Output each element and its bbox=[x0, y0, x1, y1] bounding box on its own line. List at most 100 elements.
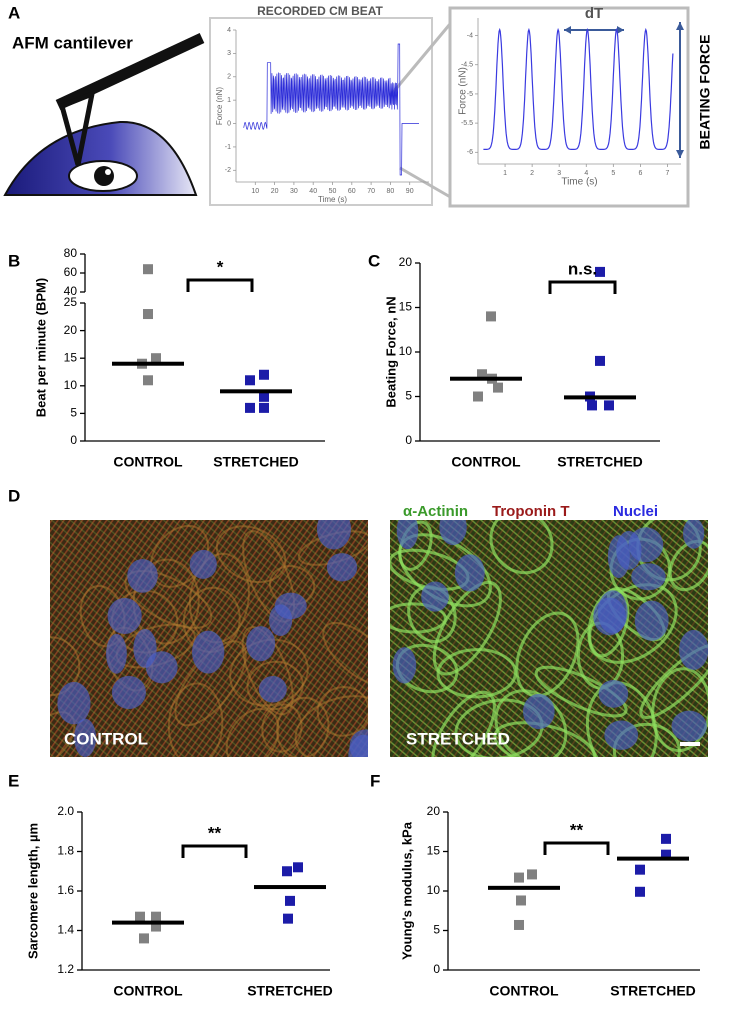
point bbox=[259, 369, 269, 380]
stain-label: Troponin T bbox=[492, 503, 569, 520]
micrograph bbox=[390, 520, 708, 757]
point bbox=[293, 862, 303, 873]
point bbox=[143, 264, 153, 275]
nucleus bbox=[107, 597, 142, 634]
cell bbox=[3, 120, 198, 196]
scale-bar bbox=[680, 742, 700, 746]
stain-label: α-Actinin bbox=[403, 503, 468, 520]
significance-label: ** bbox=[570, 820, 584, 839]
y-tick-label: 0 bbox=[227, 120, 231, 127]
image-label: STRETCHED bbox=[406, 729, 510, 748]
cell-outline bbox=[587, 588, 630, 658]
x-tick-label: 60 bbox=[348, 188, 356, 195]
cantilever-label: AFM cantilever bbox=[12, 33, 133, 52]
nucleus bbox=[607, 535, 630, 579]
force-trace bbox=[483, 27, 674, 150]
y-tick-label: 20 bbox=[399, 255, 413, 269]
cell-outline bbox=[261, 703, 303, 753]
nucleus bbox=[189, 549, 217, 579]
cell-outline bbox=[294, 695, 368, 757]
nucleus bbox=[683, 520, 705, 549]
point bbox=[527, 869, 537, 880]
x-tick-label: 7 bbox=[666, 170, 670, 177]
nucleus bbox=[258, 675, 287, 703]
y-tick-label: -5 bbox=[467, 91, 473, 98]
y-axis-label: Beat per minute (BPM) bbox=[33, 278, 48, 417]
y-tick-label: 3 bbox=[227, 50, 231, 57]
x-tick-label: 10 bbox=[251, 188, 259, 195]
point bbox=[283, 913, 293, 924]
y-tick-label: 5 bbox=[433, 923, 440, 937]
x-tick-label: 30 bbox=[290, 188, 298, 195]
median-line bbox=[488, 885, 560, 890]
nucleus bbox=[671, 710, 707, 742]
cell-outline bbox=[316, 686, 368, 737]
y-tick-label: 4 bbox=[227, 27, 231, 34]
recording-title: RECORDED CM BEAT bbox=[257, 4, 383, 18]
y-tick-label: 5 bbox=[70, 406, 77, 420]
point bbox=[135, 911, 145, 922]
median-line bbox=[220, 389, 292, 394]
nucleus bbox=[111, 675, 146, 710]
nucleus bbox=[598, 679, 629, 708]
image-label: CONTROL bbox=[64, 729, 148, 748]
x-tick-label: 40 bbox=[309, 188, 317, 195]
y-tick-label: 1.8 bbox=[57, 844, 74, 858]
y-tick-label: 1.4 bbox=[57, 923, 74, 937]
nucleus bbox=[631, 563, 666, 591]
point bbox=[151, 911, 161, 922]
point bbox=[259, 402, 269, 413]
point bbox=[477, 369, 487, 380]
x-tick-label: 6 bbox=[638, 170, 642, 177]
y-tick-label: 2.0 bbox=[57, 804, 74, 818]
force-trace bbox=[243, 43, 419, 176]
point bbox=[245, 375, 255, 386]
y-tick-label: 20 bbox=[64, 323, 78, 337]
y-tick-label: 0 bbox=[405, 433, 412, 447]
median-line bbox=[450, 376, 522, 381]
significance-bracket bbox=[543, 841, 610, 855]
y-tick-label: -4 bbox=[467, 32, 473, 39]
point bbox=[139, 933, 149, 944]
point bbox=[595, 355, 605, 366]
point bbox=[514, 872, 524, 883]
interval-arrowheads bbox=[564, 26, 624, 34]
nucleus-center bbox=[94, 166, 114, 186]
cell-outline bbox=[215, 525, 287, 584]
panel-label: E bbox=[8, 771, 19, 790]
x-tick-label: 2 bbox=[530, 170, 534, 177]
y-tick-label: 20 bbox=[427, 804, 441, 818]
x-tick-label: CONTROL bbox=[489, 983, 559, 999]
x-tick-label: 90 bbox=[406, 188, 414, 195]
y-tick-label: -2 bbox=[225, 167, 231, 174]
significance-label: * bbox=[217, 257, 224, 276]
nucleus bbox=[106, 633, 127, 674]
y-tick-label: 10 bbox=[399, 344, 413, 358]
point bbox=[259, 391, 269, 402]
nucleus bbox=[326, 553, 358, 582]
x-tick-label: 70 bbox=[367, 188, 375, 195]
y-tick-label: 10 bbox=[64, 378, 78, 392]
y-tick-label: 15 bbox=[399, 300, 413, 314]
y-axis-label: Sarcomere length, µm bbox=[25, 823, 40, 959]
cantilever bbox=[55, 33, 205, 110]
median-line bbox=[254, 885, 326, 890]
x-tick-label: CONTROL bbox=[451, 454, 521, 470]
panel-label: F bbox=[370, 771, 380, 790]
point bbox=[587, 400, 597, 411]
x-tick-label: STRETCHED bbox=[213, 454, 299, 470]
cell-outline bbox=[167, 682, 224, 757]
nucleus bbox=[628, 527, 664, 563]
median-line bbox=[112, 920, 184, 925]
nucleus bbox=[274, 592, 307, 620]
nucleus bbox=[421, 581, 449, 612]
point bbox=[635, 864, 645, 875]
y-tick-label: 0 bbox=[70, 433, 77, 447]
x-tick-label: 4 bbox=[584, 170, 588, 177]
cell-outline bbox=[494, 689, 568, 757]
y-tick-label: -5.5 bbox=[461, 120, 473, 127]
panel-label: B bbox=[8, 251, 20, 270]
significance-bracket bbox=[181, 844, 248, 858]
y-tick-label: 10 bbox=[427, 883, 441, 897]
